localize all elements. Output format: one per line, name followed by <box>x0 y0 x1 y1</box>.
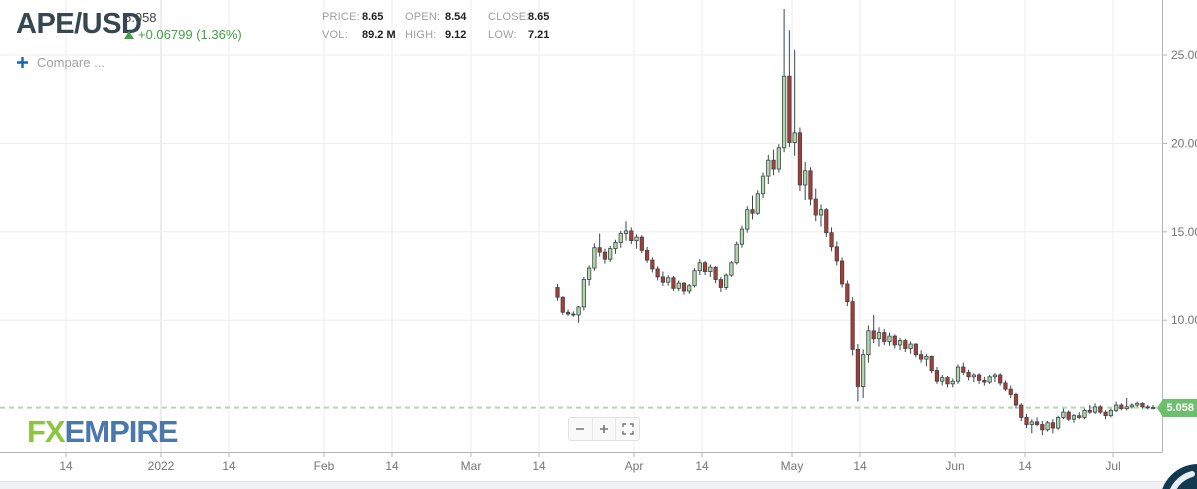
plus-icon <box>600 425 608 433</box>
symbol-title: APE/USD <box>16 8 142 40</box>
fullscreen-icon <box>621 423 634 435</box>
compare-button[interactable]: Compare ... <box>16 55 105 70</box>
svg-text:Jun: Jun <box>945 459 964 473</box>
fxempire-logo: FXEMPIRE <box>27 414 179 449</box>
svg-text:15.00: 15.00 <box>1171 225 1197 239</box>
svg-text:Mar: Mar <box>461 459 482 473</box>
stat-low: LOW: 7.21 <box>488 29 550 41</box>
stat-price: PRICE: 8.65 <box>322 11 384 23</box>
svg-text:14: 14 <box>853 459 867 473</box>
svg-text:20.00: 20.00 <box>1171 136 1197 150</box>
widget-logo-icon <box>1162 464 1197 489</box>
logo-fx: FX <box>27 414 66 449</box>
svg-text:14: 14 <box>385 459 399 473</box>
zoom-out-button[interactable] <box>569 418 592 440</box>
price-badge: 5.058 <box>1157 399 1197 417</box>
bottom-strip <box>0 481 1197 489</box>
svg-text:14: 14 <box>532 459 546 473</box>
price-change-label: +0.06799 (1.36%) <box>138 27 242 42</box>
current-price: 5.058 <box>124 10 157 25</box>
compare-label: Compare ... <box>37 55 105 70</box>
svg-text:25.00: 25.00 <box>1171 48 1197 62</box>
up-arrow-icon <box>124 30 134 39</box>
ohlc-stats: PRICE: 8.65 VOL: 89.2 M OPEN: 8.54 HIGH:… <box>322 11 549 42</box>
zoom-controls <box>568 417 640 441</box>
svg-text:Apr: Apr <box>625 459 644 473</box>
fullscreen-button[interactable] <box>615 418 639 440</box>
floating-widget-button[interactable] <box>1158 462 1197 489</box>
svg-text:14: 14 <box>695 459 709 473</box>
zoom-in-button[interactable] <box>591 418 616 440</box>
svg-text:Feb: Feb <box>314 459 335 473</box>
logo-empire: EMPIRE <box>64 414 179 449</box>
svg-text:14: 14 <box>59 459 73 473</box>
svg-text:10.00: 10.00 <box>1171 313 1197 327</box>
svg-text:2022: 2022 <box>148 459 175 473</box>
stat-open: OPEN: 8.54 <box>405 11 467 23</box>
stat-close: CLOSE: 8.65 <box>488 11 550 23</box>
svg-text:Jul: Jul <box>1105 459 1120 473</box>
svg-text:14: 14 <box>1018 459 1032 473</box>
stat-high: HIGH: 9.12 <box>405 29 467 41</box>
stat-vol: VOL: 89.2 M <box>322 29 396 41</box>
price-change: +0.06799 (1.36%) <box>124 27 242 42</box>
plus-icon <box>17 57 28 68</box>
svg-text:May: May <box>781 459 804 473</box>
svg-text:14: 14 <box>222 459 236 473</box>
minus-icon <box>576 428 585 430</box>
